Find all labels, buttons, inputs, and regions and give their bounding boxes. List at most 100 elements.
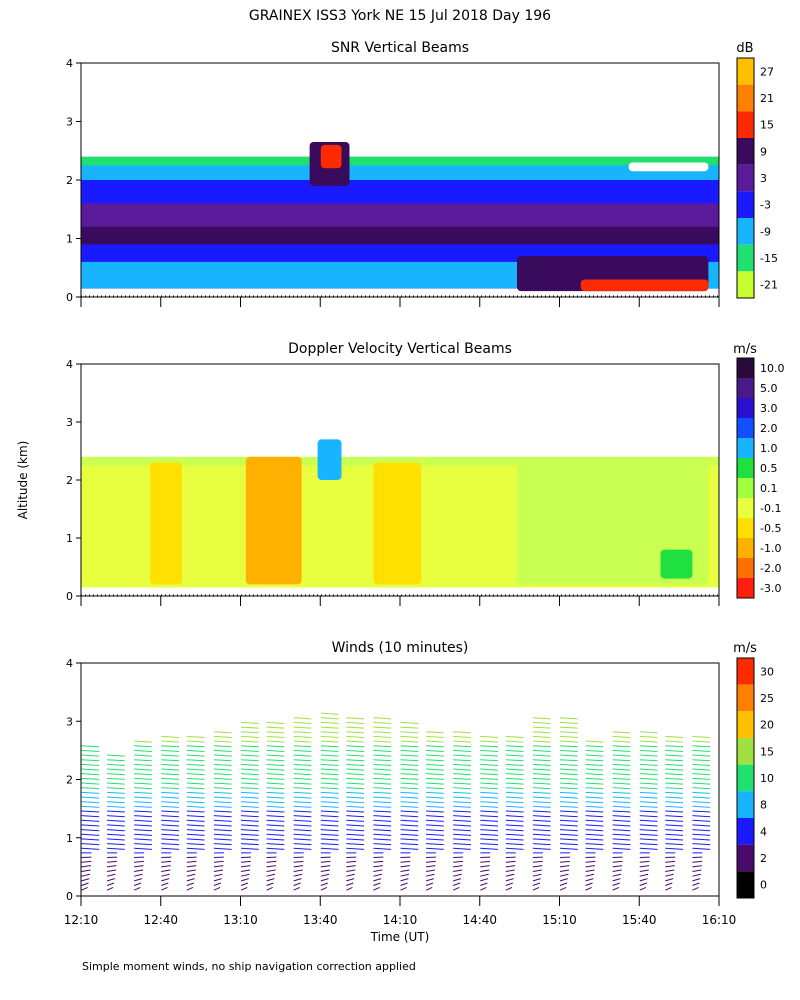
wind-barb (665, 754, 684, 757)
wind-barb (480, 796, 499, 799)
wind-barb (320, 882, 328, 886)
wind-barb (505, 819, 524, 822)
wind-barb (480, 843, 499, 846)
wind-barb (293, 860, 304, 863)
wind-barb (293, 777, 312, 780)
wind-barb (293, 721, 312, 725)
wind-barb (426, 740, 444, 743)
wind-barb (612, 819, 631, 822)
wind-barb (453, 731, 471, 734)
figure-title: GRAINEX ISS3 York NE 15 Jul 2018 Day 196 (249, 8, 551, 24)
wind-barb (532, 873, 542, 877)
wind-barb (692, 810, 711, 813)
wind-barb (320, 745, 339, 748)
wind-barb (241, 745, 259, 748)
wind-barb (320, 843, 339, 846)
wind-barb (532, 782, 551, 785)
y-tick-label: 3 (66, 116, 73, 129)
wind-barb (373, 754, 392, 757)
wind-barb (320, 735, 339, 738)
wind-barb (560, 759, 578, 762)
wind-barb (161, 847, 180, 850)
wind-barb (186, 865, 197, 868)
wind-barb (692, 873, 701, 877)
wind-barb (639, 782, 658, 785)
colorbar-label: -21 (760, 279, 778, 292)
wind-barb (665, 796, 684, 799)
wind-barb (346, 860, 357, 863)
colorbar-label: 21 (760, 92, 774, 105)
wind-barb (453, 801, 471, 804)
panel-title: Doppler Velocity Vertical Beams (288, 341, 512, 357)
wind-barb (453, 745, 471, 748)
wind-barb (585, 763, 604, 766)
wind-barb (480, 763, 499, 766)
wind-barb (161, 791, 180, 794)
wind-barb (266, 829, 285, 832)
heatmap-feature (245, 456, 302, 585)
wind-barb (505, 873, 515, 877)
wind-barb (81, 860, 92, 863)
wind-barb (585, 843, 604, 846)
wind-barb (81, 749, 100, 752)
wind-barb (532, 843, 551, 846)
colorbar-swatch (737, 84, 754, 112)
colorbar-label: 27 (760, 65, 774, 78)
wind-barb (426, 833, 444, 836)
wind-barb (532, 726, 551, 729)
colorbar-units: m/s (733, 342, 757, 357)
wind-barb (505, 745, 524, 748)
wind-barb (266, 740, 285, 743)
wind-barb (505, 768, 524, 771)
wind-barb (107, 796, 125, 799)
wind-barb (293, 782, 312, 785)
wind-barb (453, 833, 471, 836)
wind-profile (240, 721, 259, 891)
wind-barb (639, 801, 658, 804)
colorbar-swatch (737, 164, 754, 192)
wind-barb (373, 768, 392, 771)
heatmap-feature (320, 144, 342, 169)
wind-barb (612, 745, 631, 748)
wind-barb (585, 815, 604, 818)
wind-barb (186, 815, 205, 818)
wind-barb (346, 721, 365, 725)
wind-barb (266, 815, 285, 818)
wind-barb (134, 749, 152, 752)
wind-barb (134, 838, 152, 841)
wind-barb (452, 886, 460, 891)
wind-barb (266, 833, 285, 836)
wind-barb (346, 735, 365, 738)
wind-barb (134, 847, 152, 850)
wind-barb (665, 882, 673, 886)
wind-barb (213, 815, 232, 818)
wind-barb (400, 773, 419, 776)
wind-barb (400, 829, 419, 832)
wind-barb (213, 754, 232, 757)
wind-barb (400, 843, 419, 846)
wind-barb (161, 838, 180, 841)
wind-barb (161, 810, 180, 813)
wind-barb (373, 726, 392, 729)
wind-barb (320, 819, 339, 822)
wind-profile (425, 731, 444, 891)
wind-barb (612, 773, 631, 776)
wind-barb (560, 782, 578, 785)
wind-profile (293, 717, 312, 891)
y-tick-label: 4 (66, 657, 73, 670)
wind-barb (373, 815, 392, 818)
wind-barb (505, 735, 524, 738)
wind-barb (505, 777, 524, 780)
wind-barb (266, 838, 285, 841)
x-tick-label: 15:40 (622, 913, 657, 927)
wind-barb (585, 740, 604, 743)
y-tick-label: 1 (66, 532, 73, 545)
wind-barb (107, 815, 125, 818)
wind-barb (400, 886, 407, 891)
y-tick-label: 1 (66, 832, 73, 845)
wind-barb (665, 759, 684, 762)
wind-barb (161, 787, 180, 790)
wind-barb (585, 745, 604, 748)
wind-barb (186, 791, 205, 794)
wind-barb (505, 754, 524, 757)
